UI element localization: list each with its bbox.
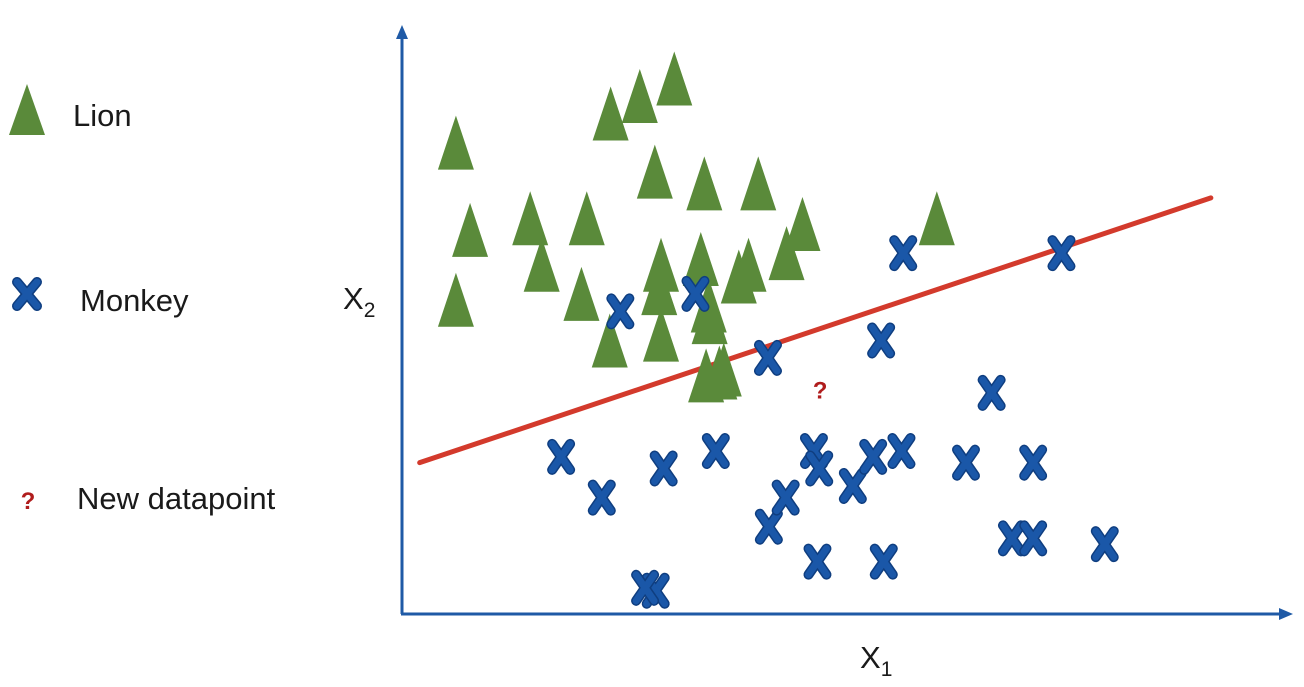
legend-label-new-datapoint: New datapoint xyxy=(77,481,276,516)
lion-point-12 xyxy=(636,144,673,199)
monkey-point-1 xyxy=(681,275,710,312)
lion-point-24 xyxy=(740,156,777,211)
monkey-point-19 xyxy=(1019,444,1048,481)
decision-boundary-layer xyxy=(417,195,1214,466)
lion-point-13 xyxy=(643,307,680,362)
lion-point-6 xyxy=(568,191,605,246)
lion-point-7 xyxy=(592,86,629,141)
lion-point-3 xyxy=(437,272,474,327)
monkey-point-2 xyxy=(606,293,635,330)
lion-point-8 xyxy=(621,69,658,124)
new-datapoint-marker: ? xyxy=(813,378,828,405)
monkey-point-12 xyxy=(771,479,800,516)
legend-new-datapoint-marker-icon: ? xyxy=(21,488,36,515)
x-axis-label: X1 xyxy=(860,640,892,681)
lion-point-14 xyxy=(682,231,719,286)
x-axis-label-sub: 1 xyxy=(881,658,893,681)
monkey-point-26 xyxy=(631,569,660,606)
y-axis-label-sub: 2 xyxy=(364,299,376,322)
lion-point-28 xyxy=(918,191,955,246)
monkey-point-6 xyxy=(977,374,1006,411)
monkey-point-18 xyxy=(951,444,980,481)
monkey-point-8 xyxy=(587,479,616,516)
lion-point-25 xyxy=(768,226,805,281)
monkey-point-23 xyxy=(803,543,832,580)
monkey-point-24 xyxy=(869,543,898,580)
legend-lion-marker-icon xyxy=(9,84,45,135)
lion-point-17 xyxy=(701,345,738,400)
lion-point-26 xyxy=(784,197,821,252)
monkey-point-3 xyxy=(753,339,782,376)
monkey-point-22 xyxy=(1090,526,1119,563)
legend-label-monkey: Monkey xyxy=(80,283,189,318)
monkey-point-27 xyxy=(889,235,918,272)
points-layer: ? xyxy=(437,51,1119,609)
x-axis-label-main: X xyxy=(860,640,881,675)
monkey-point-11 xyxy=(754,508,783,545)
monkey-point-9 xyxy=(649,450,678,487)
lion-point-23 xyxy=(730,237,767,292)
lion-point-19 xyxy=(686,156,723,211)
legend-label-lion: Lion xyxy=(73,98,132,133)
monkey-point-5 xyxy=(1047,235,1076,272)
monkey-point-10 xyxy=(701,433,730,470)
monkey-point-17 xyxy=(887,433,916,470)
lion-point-1 xyxy=(437,115,474,170)
monkey-point-14 xyxy=(805,450,834,487)
monkey-point-20 xyxy=(997,520,1026,557)
y-axis-label: X2 xyxy=(343,281,375,322)
y-axis-label-main: X xyxy=(343,281,364,316)
legend-monkey-marker-icon xyxy=(12,277,42,311)
lion-point-4 xyxy=(512,191,549,246)
lion-point-9 xyxy=(591,313,628,368)
decision-boundary-line xyxy=(417,195,1214,466)
monkey-point-21 xyxy=(1019,520,1048,557)
monkey-point-15 xyxy=(838,467,867,504)
lion-point-5 xyxy=(523,237,560,292)
monkey-point-7 xyxy=(547,438,576,475)
legend: Lion Monkey ? New datapoint xyxy=(9,84,276,516)
monkey-point-16 xyxy=(859,438,888,475)
lion-point-18 xyxy=(656,51,693,106)
lion-point-20 xyxy=(643,237,680,292)
monkey-point-4 xyxy=(867,322,896,359)
lion-point-10 xyxy=(563,266,600,321)
lion-point-2 xyxy=(452,202,489,257)
